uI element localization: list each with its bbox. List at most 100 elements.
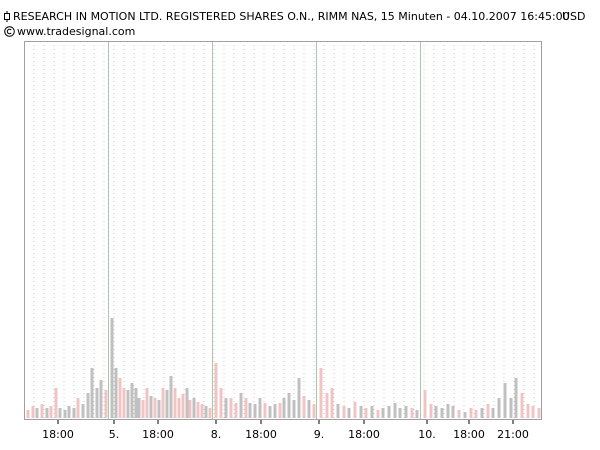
volume-bars: [26, 318, 541, 418]
volume-bar: [134, 388, 138, 418]
volume-bar: [181, 394, 185, 418]
volume-bar: [49, 406, 53, 418]
volume-bar: [292, 400, 296, 418]
volume-bar: [165, 390, 169, 418]
copyright-icon: [4, 26, 15, 37]
volume-bar: [157, 400, 161, 418]
volume-bar: [72, 408, 76, 418]
volume-bar: [353, 402, 357, 418]
volume-bar: [503, 383, 507, 418]
volume-bar: [312, 404, 316, 418]
x-tick-label: 18:00: [348, 428, 380, 441]
chart-header: RESEARCH IN MOTION LTD. REGISTERED SHARE…: [4, 10, 596, 38]
volume-bar: [268, 406, 272, 418]
volume-bar: [114, 368, 118, 418]
volume-bar: [359, 406, 363, 418]
volume-bar: [239, 393, 243, 418]
volume-bar: [104, 390, 108, 418]
volume-bar: [457, 410, 461, 418]
credit-link[interactable]: www.tradesignal.com: [17, 25, 136, 38]
x-tick-label: 18:00: [245, 428, 277, 441]
volume-bar: [244, 398, 248, 418]
volume-bar: [509, 398, 513, 418]
volume-bar: [404, 406, 408, 418]
volume-bar: [118, 378, 122, 418]
chart-title: RESEARCH IN MOTION LTD. REGISTERED SHARE…: [13, 10, 570, 23]
volume-bar: [169, 376, 173, 418]
volume-bar: [35, 408, 39, 418]
volume-bar: [297, 378, 301, 418]
volume-bar: [122, 388, 126, 418]
time-axis: 18:00 5. 18:00 8. 18:00 9. 18:00 10. 18:00 21:00: [42, 420, 529, 441]
volume-bar: [31, 406, 35, 418]
volume-bar: [415, 410, 419, 418]
x-tick-label: 10.: [418, 428, 436, 441]
volume-bar: [469, 408, 473, 418]
volume-bar: [188, 400, 192, 418]
volume-bar: [307, 400, 311, 418]
volume-bar: [319, 368, 323, 418]
volume-bar: [537, 408, 541, 418]
volume-bar: [387, 406, 391, 418]
volume-bar: [229, 398, 233, 418]
volume-bar: [273, 404, 277, 418]
volume-bar: [381, 408, 385, 418]
volume-bar: [410, 408, 414, 418]
volume-bar: [325, 393, 329, 418]
volume-bar: [141, 400, 145, 418]
instrument-marker-icon: [4, 11, 10, 22]
volume-bar: [526, 404, 530, 418]
volume-bar: [463, 412, 467, 418]
volume-bar: [434, 406, 438, 418]
volume-bar: [474, 410, 478, 418]
x-tick-label: 5.: [109, 428, 120, 441]
volume-bar: [67, 406, 71, 418]
x-tick-label: 18:00: [42, 428, 74, 441]
volume-bar: [248, 403, 252, 418]
volume-bar: [376, 410, 380, 418]
volume-bar: [145, 388, 149, 418]
volume-bar: [95, 388, 99, 418]
volume-bar: [130, 383, 134, 418]
volume-bar: [342, 406, 346, 418]
volume-bar: [153, 398, 157, 418]
volume-bar: [429, 404, 433, 418]
volume-bar: [486, 404, 490, 418]
volume-bar: [54, 388, 58, 418]
volume-bar: [219, 388, 223, 418]
volume-bar: [110, 318, 114, 418]
volume-bar: [491, 408, 495, 418]
volume-bar: [440, 408, 444, 418]
plot-border: [24, 41, 542, 420]
volume-bar: [224, 398, 228, 418]
volume-bar: [185, 388, 189, 418]
volume-bar: [161, 388, 165, 418]
volume-bar: [40, 404, 44, 418]
volume-bar: [451, 406, 455, 418]
volume-bar: [208, 408, 212, 418]
volume-bar: [214, 363, 218, 418]
currency-label: USD: [562, 10, 586, 23]
x-tick-label: 8.: [211, 428, 222, 441]
volume-bar: [393, 403, 397, 418]
volume-bar: [423, 390, 427, 418]
volume-bar: [302, 396, 306, 418]
volume-bar: [26, 410, 30, 418]
volume-bar: [149, 396, 153, 418]
volume-bar: [200, 404, 204, 418]
volume-bar: [137, 398, 141, 418]
volume-bar: [81, 404, 85, 418]
volume-bar: [258, 398, 262, 418]
plot-area: [24, 41, 542, 420]
volume-bar: [282, 398, 286, 418]
volume-bar: [177, 398, 181, 418]
volume-bar: [278, 403, 282, 418]
chart-grid: [24, 41, 542, 420]
volume-bar: [287, 393, 291, 418]
x-tick-label: 9.: [314, 428, 325, 441]
volume-bar: [99, 380, 103, 418]
volume-bar: [480, 408, 484, 418]
volume-bar: [58, 408, 62, 418]
volume-bar: [204, 406, 208, 418]
